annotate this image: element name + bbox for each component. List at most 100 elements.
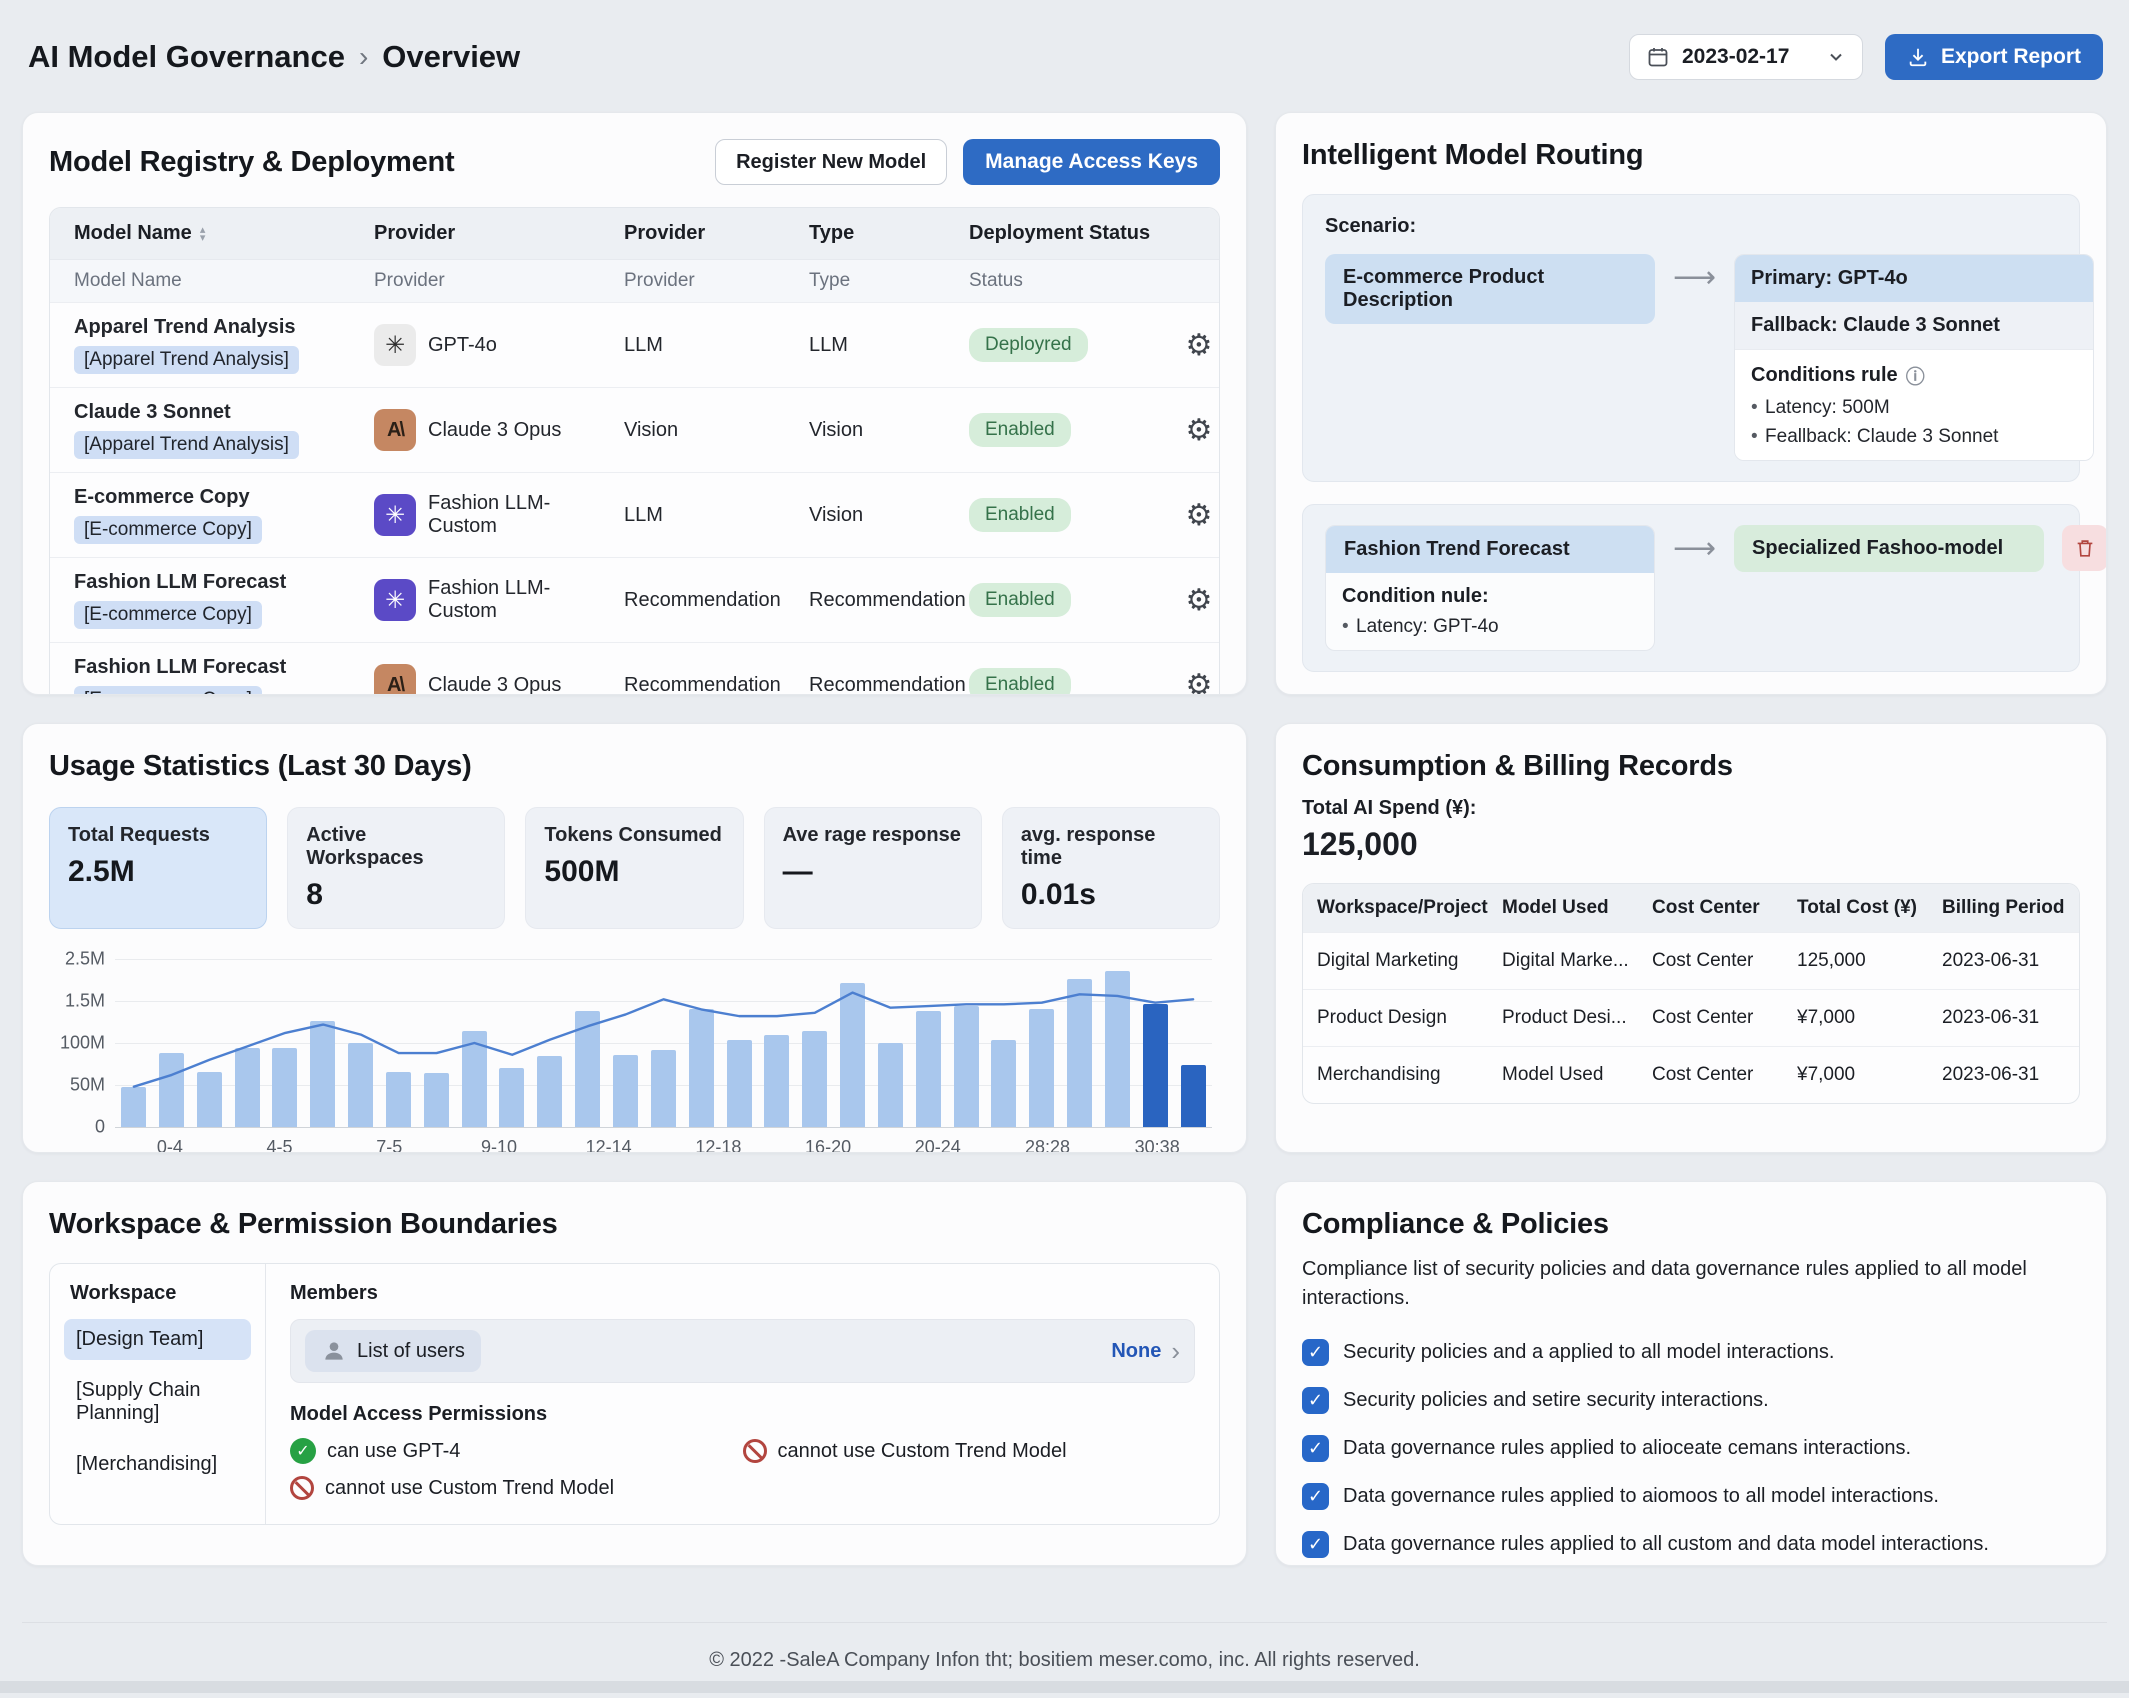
registry-table-subheader: Model NameProviderProviderTypeStatus xyxy=(50,259,1219,302)
checkbox-checked-icon[interactable]: ✓ xyxy=(1302,1387,1329,1414)
workspace-item[interactable]: [Design Team] xyxy=(64,1319,251,1360)
panel-model-routing: Intelligent Model Routing Scenario: E-co… xyxy=(1275,112,2107,695)
checkbox-checked-icon[interactable]: ✓ xyxy=(1302,1435,1329,1462)
table-row: Fashion LLM Forecast[E-commerce Copy]A\C… xyxy=(50,642,1219,695)
billing-table-header: Workspace/ProjectModel UsedCost CenterTo… xyxy=(1303,884,2079,932)
permissions-label: Model Access Permissions xyxy=(290,1403,1195,1426)
sort-icon[interactable]: ▴▾ xyxy=(200,226,206,242)
scenario-label: Scenario: xyxy=(1325,215,2057,238)
table-row: Product DesignProduct Desi...Cost Center… xyxy=(1303,989,2079,1046)
stat-value: 8 xyxy=(306,878,486,912)
settings-gear-icon[interactable]: ⚙ xyxy=(1186,329,1213,362)
provider-type-cell: Vision xyxy=(600,419,785,442)
export-report-button[interactable]: Export Report xyxy=(1885,34,2103,80)
checkbox-checked-icon[interactable]: ✓ xyxy=(1302,1531,1329,1558)
stat-card[interactable]: Total Requests2.5M xyxy=(49,807,267,929)
chart-trend-line xyxy=(115,959,1212,1127)
users-chip-label: List of users xyxy=(357,1340,465,1363)
provider-name: GPT-4o xyxy=(428,334,497,357)
workspace-box: Workspace [Design Team][Supply Chain Pla… xyxy=(49,1263,1220,1525)
checkbox-checked-icon[interactable]: ✓ xyxy=(1302,1483,1329,1510)
stat-label: Ave rage response xyxy=(783,824,963,847)
billing-cell: ¥7,000 xyxy=(1783,1007,1928,1029)
prohibited-icon xyxy=(290,1476,314,1500)
compliance-item-text: Data governance rules applied to aiomoos… xyxy=(1343,1485,1939,1508)
billing-cell: Product Design xyxy=(1303,1007,1488,1029)
primary-model[interactable]: Primary: GPT-4o xyxy=(1735,255,2093,302)
members-value-link[interactable]: None xyxy=(1111,1340,1161,1363)
scenario-2-source-card: Fashion Trend Forecast Condition nule: L… xyxy=(1325,525,1655,651)
model-tag-badge: [E-commerce Copy] xyxy=(74,516,262,544)
scenario-2-condition-block: Condition nule: Latency: GPT-4o xyxy=(1326,573,1654,650)
model-name-cell: E-commerce Copy[E-commerce Copy] xyxy=(50,486,350,544)
provider-cell: ✳Fashion LLM-Custom xyxy=(350,577,600,623)
chart-plot-area: 2.5M1.5M100M50M0 xyxy=(115,959,1212,1127)
user-icon xyxy=(321,1338,347,1364)
billing-cell: Digital Marketing xyxy=(1303,950,1488,972)
x-axis-tick-label: 16-20 xyxy=(773,1137,883,1153)
chevron-right-icon[interactable]: › xyxy=(1171,1341,1180,1361)
stat-card[interactable]: avg. response time0.01s xyxy=(1002,807,1220,929)
custom-logo-icon: ✳ xyxy=(374,579,416,621)
settings-gear-icon[interactable]: ⚙ xyxy=(1186,669,1213,696)
scenario-2-flow: Fashion Trend Forecast Condition nule: L… xyxy=(1325,525,2057,651)
main-grid: Model Registry & Deployment Register New… xyxy=(22,112,2107,1566)
billing-cell: ¥7,000 xyxy=(1783,1064,1928,1086)
registry-table-body: Apparel Trend Analysis[Apparel Trend Ana… xyxy=(50,302,1219,695)
date-picker[interactable]: 2023-02-17 xyxy=(1629,34,1863,80)
stat-card[interactable]: Active Workspaces8 xyxy=(287,807,505,929)
workspace-items: [Design Team] [Supply Chain Planning] [Mer… xyxy=(64,1319,251,1485)
workspace-item[interactable]: [Merchandising] xyxy=(64,1444,251,1485)
permission-deny-item: cannot use Custom Trend Model xyxy=(743,1438,1196,1464)
scenario-2-target-card[interactable]: Specialized Fashoo-model xyxy=(1734,525,2044,572)
provider-cell: A\Claude 3 Opus xyxy=(350,664,600,695)
billing-cell: Cost Center xyxy=(1638,1007,1783,1029)
model-name-cell: Claude 3 Sonnet[Apparel Trend Analysis] xyxy=(50,401,350,459)
members-row[interactable]: List of users None › xyxy=(290,1319,1195,1383)
status-cell: Enabled xyxy=(945,498,1155,532)
breadcrumb-root[interactable]: AI Model Governance xyxy=(28,39,345,75)
model-tag-badge: [E-commerce Copy] xyxy=(74,686,262,695)
stat-card[interactable]: Tokens Consumed500M xyxy=(525,807,743,929)
chevron-down-icon xyxy=(1826,47,1846,67)
billing-cell: Digital Marke... xyxy=(1488,950,1638,972)
manage-access-keys-button[interactable]: Manage Access Keys xyxy=(963,139,1220,185)
settings-gear-icon[interactable]: ⚙ xyxy=(1186,584,1213,617)
table-row: Apparel Trend Analysis[Apparel Trend Ana… xyxy=(50,302,1219,387)
billing-cell: Product Desi... xyxy=(1488,1007,1638,1029)
top-bar: AI Model Governance › Overview 2023-02-1… xyxy=(22,0,2107,112)
settings-gear-icon[interactable]: ⚙ xyxy=(1186,414,1213,447)
checkbox-checked-icon[interactable]: ✓ xyxy=(1302,1339,1329,1366)
compliance-item-text: Security policies and a applied to all m… xyxy=(1343,1341,1834,1364)
info-icon[interactable]: ⓘ xyxy=(1906,362,1925,389)
table-row: Claude 3 Sonnet[Apparel Trend Analysis]A… xyxy=(50,387,1219,472)
billing-cell: Cost Center xyxy=(1638,1064,1783,1086)
status-cell: Enabled xyxy=(945,668,1155,695)
chart-x-axis-labels: 0-44-57-59-1012-1412-1816-2020-2428:2830… xyxy=(115,1137,1212,1153)
panel-billing: Consumption & Billing Records Total AI S… xyxy=(1275,723,2107,1153)
billing-cell: 2023-06-31 xyxy=(1928,1064,2079,1086)
scenario-1-route-card: Primary: GPT-4o Fallback: Claude 3 Sonne… xyxy=(1734,254,2094,461)
type-cell: Recommendation xyxy=(785,589,945,612)
trash-icon xyxy=(2074,537,2096,559)
stat-value: 2.5M xyxy=(68,855,248,889)
registry-subcolumn-header: Provider xyxy=(350,270,600,292)
stat-card[interactable]: Ave rage response— xyxy=(764,807,982,929)
anthropic-logo-icon: A\ xyxy=(374,664,416,695)
x-axis-tick-label: 7-5 xyxy=(334,1137,444,1153)
registry-table-header: Model Name▴▾ProviderProviderTypeDeployme… xyxy=(50,208,1219,259)
register-new-model-button[interactable]: Register New Model xyxy=(715,139,947,185)
scenario-1-source-card[interactable]: E-commerce Product Description xyxy=(1325,254,1655,324)
scenario-1-conditions-list: Latency: 500MFeallback: Claude 3 Sonnet xyxy=(1751,397,2077,448)
workspace-item[interactable]: [Supply Chain Planning] xyxy=(64,1370,251,1434)
users-chip[interactable]: List of users xyxy=(305,1330,481,1372)
settings-gear-icon[interactable]: ⚙ xyxy=(1186,499,1213,532)
gridline: 0 xyxy=(115,1127,1212,1128)
compliance-item-text: Data governance rules applied to aliocea… xyxy=(1343,1437,1911,1460)
registry-column-header: Model Name▴▾ xyxy=(50,222,350,245)
delete-route-button[interactable] xyxy=(2062,525,2107,571)
routing-title: Intelligent Model Routing xyxy=(1302,139,2080,172)
conditions-title: Conditions rule xyxy=(1751,364,1898,387)
scenario-2-source-title[interactable]: Fashion Trend Forecast xyxy=(1326,526,1654,573)
type-cell: LLM xyxy=(785,334,945,357)
